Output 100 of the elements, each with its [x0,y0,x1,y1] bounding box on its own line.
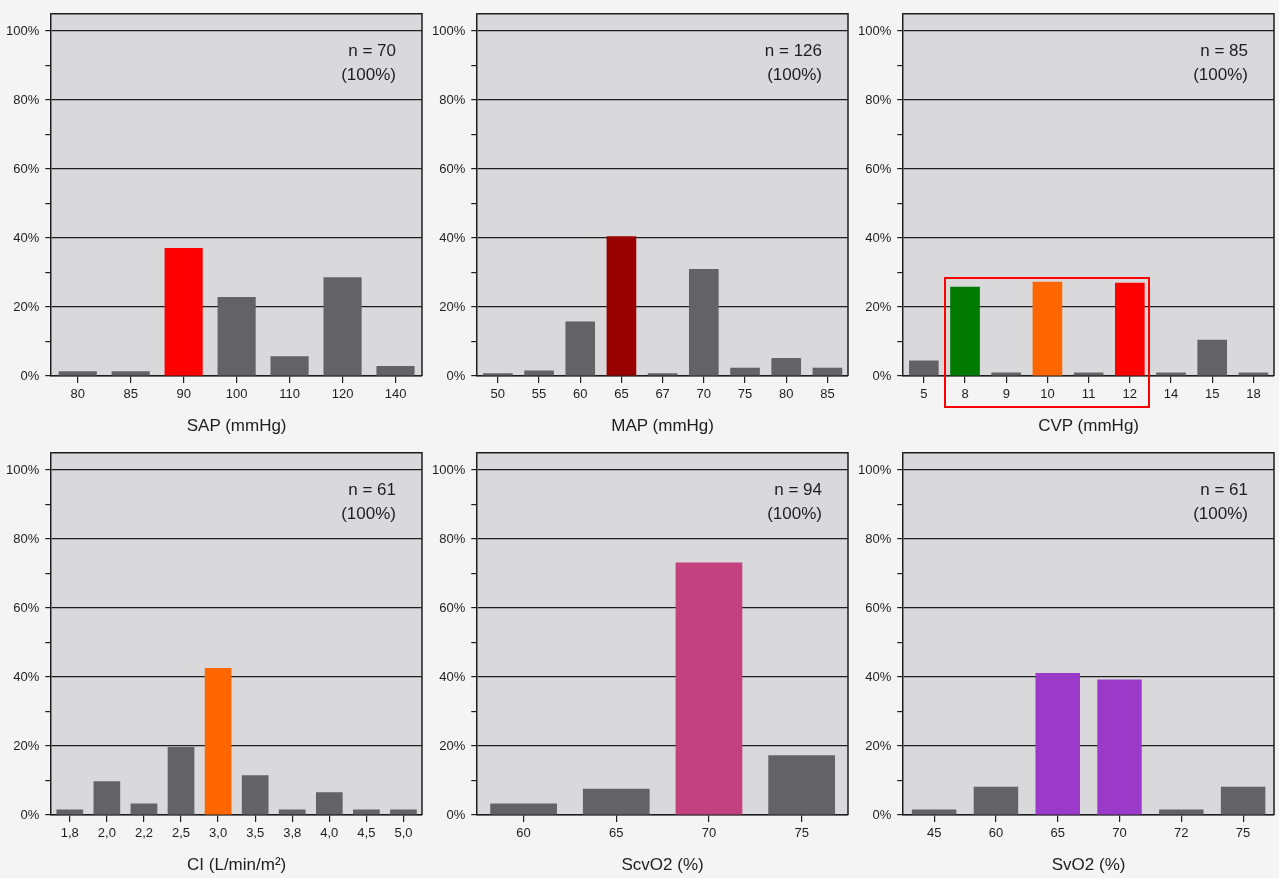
bar [167,747,195,815]
x-tick-label: 65 [609,825,624,841]
x-tick-label: 75 [1235,825,1251,841]
y-tick-label: 100% [432,22,466,38]
bar [1159,809,1204,815]
bar [582,788,650,815]
y-tick-label: 60% [865,599,892,615]
x-tick-label: 12 [1122,386,1138,402]
bar [56,809,84,815]
y-tick-label: 40% [439,668,466,684]
y-tick-label: 0% [872,806,892,822]
bar [315,792,343,815]
y-tick-label: 60% [439,160,466,176]
x-tick-label: 2,5 [171,825,191,841]
x-tick-label: 3,8 [283,825,302,841]
y-tick-label: 0% [20,806,40,822]
x-tick-label: 45 [926,825,942,841]
bar [111,371,150,376]
x-tick-label: 85 [123,386,138,402]
bar [130,803,158,815]
y-tick-label: 60% [13,599,40,615]
x-axis-title: MAP (mmHg) [611,416,714,436]
y-tick-label: 80% [439,91,466,107]
y-tick-label: 0% [872,367,892,383]
x-tick-label: 70 [696,386,712,402]
x-tick-label: 90 [176,386,191,402]
bar [323,277,362,376]
x-tick-label: 9 [1002,386,1010,402]
x-axis-title: SAP (mmHg) [186,416,287,436]
bar [973,786,1019,815]
bar [911,809,957,815]
y-tick-label: 100% [432,461,466,477]
bar [730,367,760,376]
x-tick-label: 72 [1174,825,1189,841]
x-tick-label: 5 [920,386,928,402]
x-tick-label: 60 [573,386,588,402]
annotation: (100%) [767,65,822,85]
bar [1035,672,1080,815]
bar [58,371,97,376]
y-tick-label: 80% [865,530,892,546]
x-axis-title: CVP (mmHg) [1038,416,1139,436]
x-tick-label: 10 [1040,386,1055,402]
bar [217,297,256,376]
y-tick-label: 80% [865,91,892,107]
x-tick-label: 4,0 [320,825,339,841]
x-tick-label: 5,0 [394,825,413,841]
x-tick-label: 18 [1246,386,1261,402]
x-tick-label: 55 [531,386,547,402]
x-tick-label: 65 [614,386,629,402]
y-tick-label: 100% [6,22,40,38]
x-tick-label: 8 [961,386,969,402]
bar [353,809,380,815]
y-tick-label: 40% [865,229,892,245]
y-tick-label: 20% [13,737,40,753]
y-tick-label: 60% [13,160,40,176]
bar [483,373,513,376]
y-tick-label: 20% [865,298,892,314]
bar [565,321,596,376]
bar [675,562,743,815]
y-tick-label: 60% [439,599,466,615]
bar [490,803,557,815]
y-tick-label: 20% [439,737,466,753]
x-tick-label: 3,0 [209,825,228,841]
y-tick-label: 80% [13,91,40,107]
annotation: (100%) [1193,65,1248,85]
bar [278,809,306,815]
y-tick-label: 40% [13,668,40,684]
x-tick-label: 67 [655,386,670,402]
x-tick-label: 100 [225,386,248,402]
x-tick-label: 140 [384,386,407,402]
bar [524,370,554,376]
x-tick-label: 14 [1163,386,1179,402]
x-axis-title: ScvO2 (%) [621,855,704,875]
bar [950,286,980,376]
y-tick-label: 40% [865,668,892,684]
bar [204,668,232,815]
y-tick-label: 100% [6,461,40,477]
annotation: n = 94 [774,480,822,500]
x-tick-label: 60 [988,825,1004,841]
x-tick-label: 85 [820,386,835,402]
bar [768,755,836,815]
bar [647,373,678,376]
x-tick-label: 15 [1204,386,1220,402]
annotation: n = 61 [348,480,396,500]
y-tick-label: 60% [865,160,892,176]
x-tick-label: 60 [516,825,531,841]
bar [241,775,269,815]
x-tick-label: 80 [778,386,794,402]
x-tick-label: 75 [737,386,753,402]
bar [1114,282,1145,376]
y-tick-label: 100% [858,22,892,38]
bar [1197,339,1228,376]
x-tick-label: 4,5 [357,825,376,841]
annotation: n = 126 [764,41,822,61]
bar [1220,786,1266,815]
y-tick-label: 20% [13,298,40,314]
bar [1032,281,1063,376]
x-axis-title: CI (L/min/m²) [187,855,287,875]
x-tick-label: 1,8 [60,825,79,841]
annotation: (100%) [1193,504,1248,524]
